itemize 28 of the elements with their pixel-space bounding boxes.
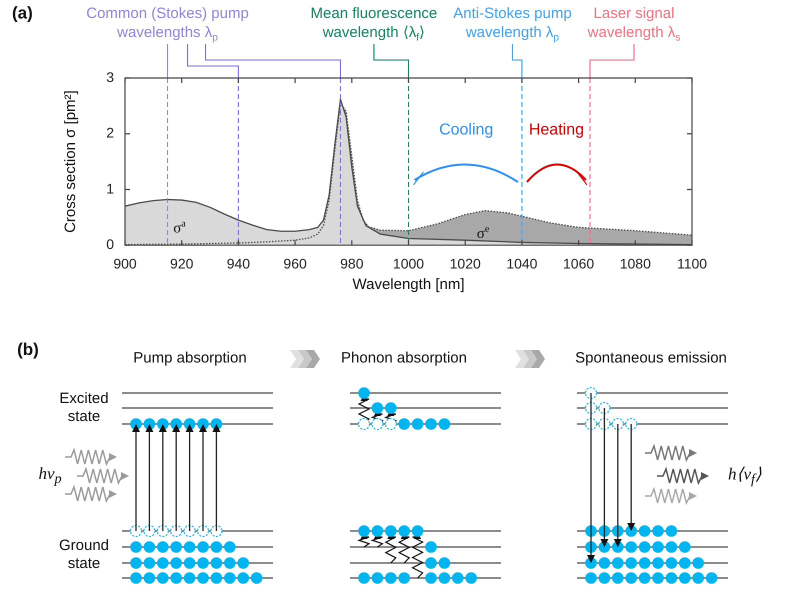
x-tick-label: 940 [226, 255, 250, 272]
annotation: Cooling [439, 121, 494, 138]
x-axis-title: Wavelength [nm] [352, 276, 464, 294]
x-tick-label: 1020 [450, 255, 481, 272]
y-tick-label: 3 [106, 68, 114, 85]
text: Ground state [58, 537, 110, 573]
x-tick-label: 980 [340, 255, 364, 272]
y-tick-label: 2 [106, 124, 114, 141]
text: hν$_{p}$ [38, 464, 62, 488]
x-tick-label: 1080 [620, 255, 652, 272]
annotation: Heating [528, 121, 584, 138]
text: h⟨ν$_{f}$⟩ [728, 463, 762, 489]
text: (b) [17, 340, 39, 360]
y-tick-label: 0 [106, 236, 114, 252]
x-tick-label: 900 [113, 255, 137, 272]
x-tick-label: 1000 [392, 255, 424, 272]
text: Phonon absorption [341, 350, 467, 366]
text: Pump absorption [133, 350, 247, 366]
text: Excited state [58, 390, 110, 426]
x-tick-label: 1040 [506, 255, 538, 272]
x-tick-label: 1060 [563, 255, 594, 272]
x-tick-label: 1100 [676, 255, 708, 272]
x-tick-label: 960 [283, 255, 307, 272]
x-tick-label: 920 [170, 255, 194, 272]
text: Spontaneous emission [575, 350, 727, 366]
y-axis-title: Cross section σ [pm²] [62, 90, 80, 233]
y-tick-label: 1 [106, 180, 114, 196]
chart-title: (a) [12, 4, 33, 23]
